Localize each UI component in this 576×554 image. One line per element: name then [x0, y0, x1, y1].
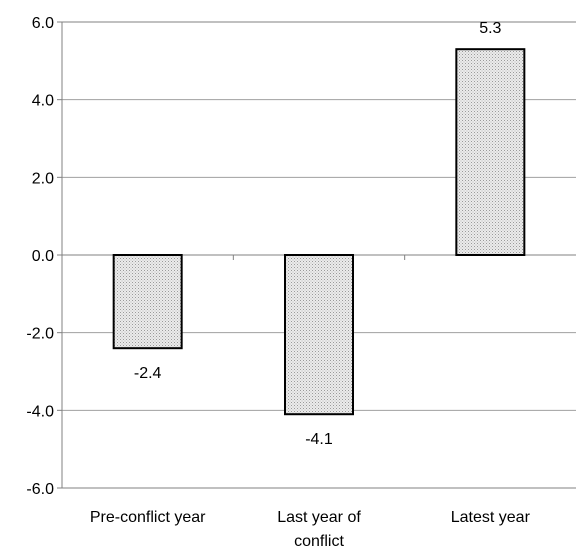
data-label: -4.1 [305, 431, 333, 448]
y-tick-label: 0.0 [32, 248, 54, 265]
data-label: -2.4 [134, 365, 162, 382]
x-category-label: Latest year [451, 509, 531, 526]
y-tick-label: 2.0 [32, 170, 54, 187]
y-tick-label: -6.0 [26, 481, 54, 498]
x-category-label: Last year of [277, 509, 361, 526]
bar [112, 254, 183, 350]
y-tick-label: -4.0 [26, 403, 54, 420]
y-tick-label: 6.0 [32, 15, 54, 32]
labels: 6.0 4.0 2.0 0.0 -2.0 -4.0 -6.0 -2.4 -4.1 5.3 Pre-c… [26, 15, 530, 550]
bars [112, 48, 526, 416]
y-tick-label: 4.0 [32, 93, 54, 110]
x-category-label: Pre-conflict year [90, 509, 206, 526]
data-label: 5.3 [479, 20, 501, 37]
x-category-label: conflict [294, 533, 344, 550]
bar [455, 48, 526, 256]
bar [284, 254, 354, 416]
y-tick-label: -2.0 [26, 326, 54, 343]
